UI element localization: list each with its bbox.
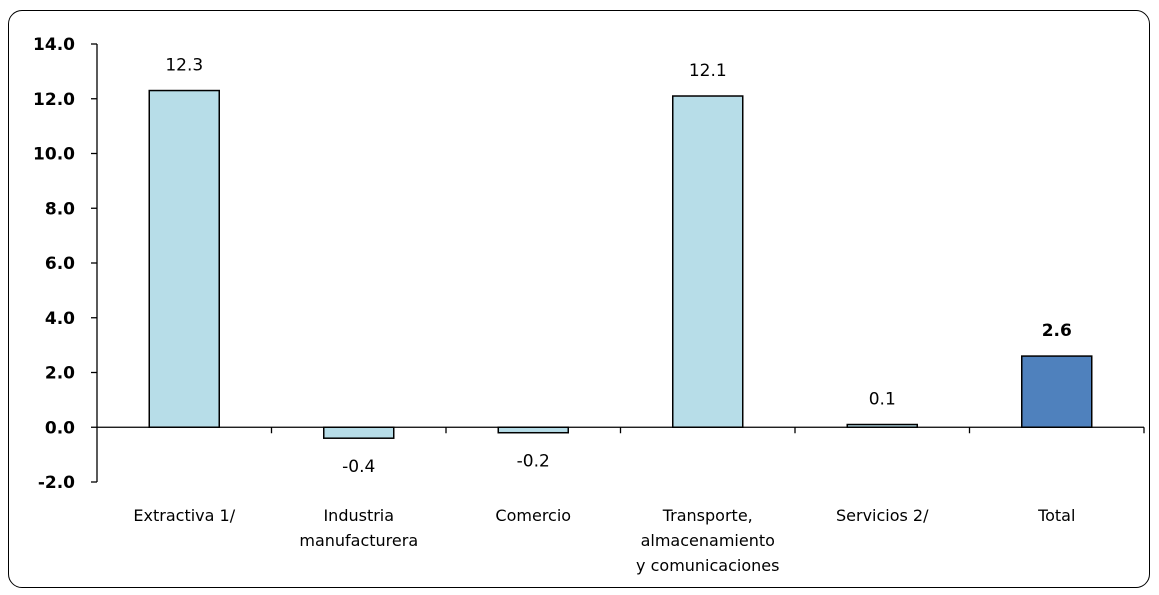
- y-tick-label: 2.0: [45, 364, 75, 384]
- bar-value-label: 12.3: [165, 56, 203, 76]
- x-category-label: y comunicaciones: [636, 556, 779, 575]
- y-tick-label: 14.0: [33, 35, 75, 55]
- y-tick-label: 4.0: [45, 309, 75, 329]
- x-category-label: Extractiva 1/: [133, 506, 235, 525]
- bar-value-label: 2.6: [1042, 321, 1072, 341]
- y-tick-label: 10.0: [33, 145, 75, 165]
- y-tick-label: 6.0: [45, 254, 75, 274]
- x-category-label: Comercio: [495, 506, 571, 525]
- bar: [497, 426, 569, 434]
- y-axis: 14.0 12.0 10.0 8.0 6.0 4.0 2.0 0.0 -2.0: [33, 35, 98, 493]
- x-category-label: manufacturera: [299, 531, 418, 550]
- bar: [672, 95, 744, 428]
- bars: 12.3 -0.4 -0.2 12.1 0.1 2.6: [148, 56, 1093, 477]
- y-tick-label: 8.0: [45, 199, 75, 219]
- x-category-label: almacenamiento: [641, 531, 775, 550]
- x-category-label: Total: [1037, 506, 1075, 525]
- x-category-label: Servicios 2/: [836, 506, 929, 525]
- bar-value-label: 12.1: [689, 61, 727, 81]
- x-category-label: Transporte,: [662, 506, 753, 525]
- bar: [1021, 355, 1093, 429]
- y-tick-label: -2.0: [38, 473, 75, 493]
- y-tick-label: 12.0: [33, 90, 75, 110]
- x-category-label: Industria: [323, 506, 394, 525]
- bar: [323, 426, 395, 439]
- x-axis: Extractiva 1/Industria manufacturera Comer…: [97, 426, 1145, 575]
- bar: [148, 89, 220, 428]
- bar-value-label: -0.2: [517, 452, 550, 472]
- bar-value-label: -0.4: [342, 457, 375, 477]
- y-tick-label: 0.0: [45, 418, 75, 438]
- bar-value-label: 0.1: [869, 390, 896, 410]
